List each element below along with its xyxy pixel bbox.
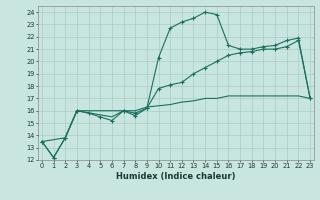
X-axis label: Humidex (Indice chaleur): Humidex (Indice chaleur) bbox=[116, 172, 236, 181]
